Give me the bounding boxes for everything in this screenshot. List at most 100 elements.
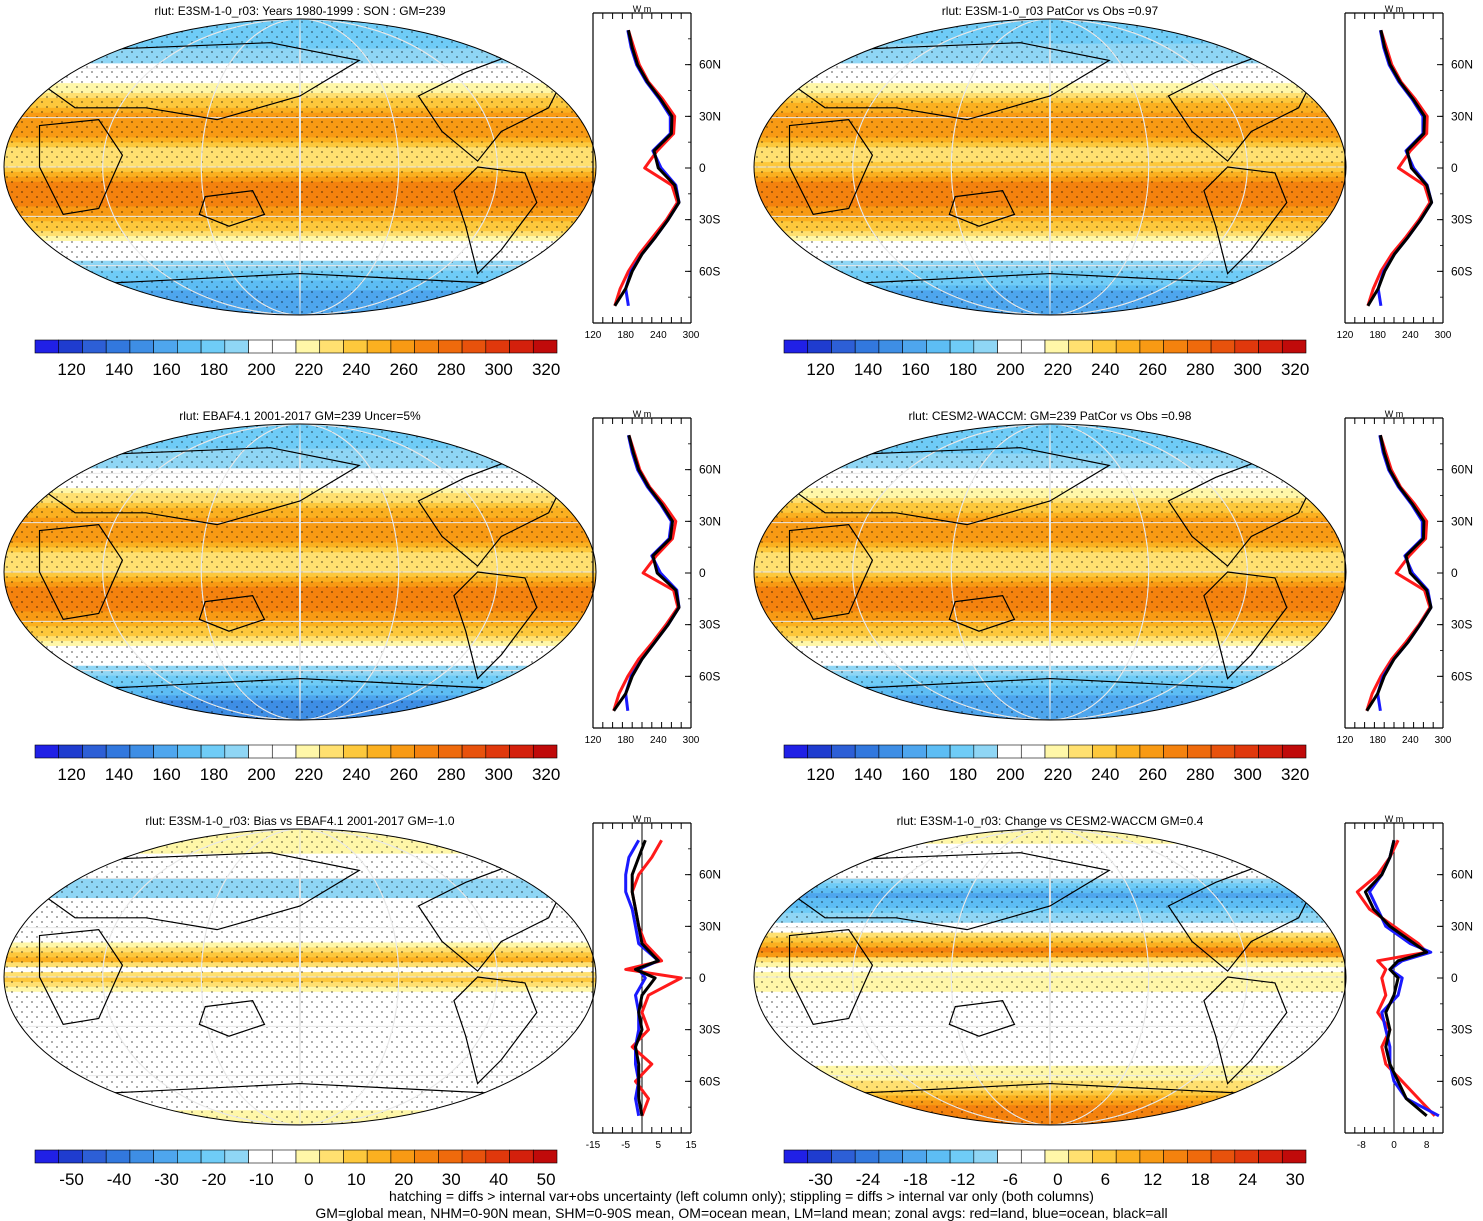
colorbar-swatch xyxy=(248,744,273,759)
colorbar-swatch xyxy=(461,339,487,354)
colorbar-swatch xyxy=(34,744,60,759)
colorbar-swatch xyxy=(271,339,297,354)
colorbar-swatch xyxy=(1020,744,1046,759)
colorbar-swatch xyxy=(461,744,487,759)
zonal-line-ocean xyxy=(1376,434,1433,712)
colorbar-swatch xyxy=(485,1149,510,1164)
colorbar-swatch xyxy=(1068,744,1093,759)
colorbar-swatch xyxy=(807,339,832,354)
zonal-unit-label: W m xyxy=(633,814,652,824)
colorbar-swatch xyxy=(831,339,856,354)
colorbar-tick-label: 220 xyxy=(1044,360,1072,379)
continent-outline xyxy=(32,852,361,931)
colorbar-swatch xyxy=(414,744,439,759)
colorbar-swatch xyxy=(831,1149,856,1164)
colorbar-swatch xyxy=(58,339,83,354)
colorbar-swatch xyxy=(1139,744,1164,759)
zonal-unit-label: W m xyxy=(1385,4,1404,14)
colorbar-swatch xyxy=(1044,339,1070,354)
colorbar-swatch xyxy=(783,339,809,354)
colorbar-tick-label: 160 xyxy=(152,360,180,379)
zonal-lat-tick-label: 60N xyxy=(699,868,721,882)
colorbar-swatch xyxy=(390,339,415,354)
colorbar-swatch xyxy=(177,744,202,759)
colorbar-tick-label: 40 xyxy=(489,1170,508,1189)
continent-outline xyxy=(453,166,538,275)
colorbar-tick-label: 220 xyxy=(295,765,323,784)
colorbar-tick-label: 10 xyxy=(347,1170,366,1189)
colorbar-swatch xyxy=(878,1149,903,1164)
zonal-lat-tick-label: 30S xyxy=(699,213,720,227)
colorbar-swatch xyxy=(1187,1149,1212,1164)
colorbar-swatch xyxy=(509,1149,534,1164)
colorbar-swatch xyxy=(414,339,439,354)
colorbar-tick-label: 320 xyxy=(1281,360,1309,379)
colorbar: 120 140 160 180 200 220 240 260 280 300 320 xyxy=(783,744,1309,784)
colorbar-swatch xyxy=(105,1149,131,1164)
colorbar-swatch xyxy=(438,339,463,354)
colorbar-tick-label: 320 xyxy=(1281,765,1309,784)
zonal-lat-tick-label: 60S xyxy=(699,669,720,683)
map-title: rlut: EBAF4.1 2001-2017 GM=239 Uncer=5% xyxy=(179,409,421,423)
colorbar-tick-label: -6 xyxy=(1003,1170,1018,1189)
colorbar-swatch xyxy=(34,1149,60,1164)
zonal-lat-tick-label: 60S xyxy=(699,264,720,278)
zonal-lat-tick-label: 60N xyxy=(1451,58,1473,72)
zonal-line-all xyxy=(612,434,681,712)
map-panel-3: rlut: EBAF4.1 2001-2017 GM=239 Uncer=5% 1… xyxy=(3,409,597,784)
colorbar-tick-label: 120 xyxy=(57,765,85,784)
colorbar-tick-label: 260 xyxy=(390,765,418,784)
colorbar-tick-label: 220 xyxy=(295,360,323,379)
colorbar-tick-label: 280 xyxy=(1186,765,1214,784)
colorbar-swatch xyxy=(1163,339,1188,354)
zonal-lat-tick-label: 30S xyxy=(699,618,720,632)
zonal-line-ocean xyxy=(624,29,681,307)
colorbar-swatch xyxy=(1139,339,1164,354)
colorbar-swatch xyxy=(1234,339,1259,354)
colorbar-swatch xyxy=(82,744,107,759)
colorbar-swatch xyxy=(295,1149,321,1164)
colorbar-tick-label: 200 xyxy=(247,360,275,379)
colorbar-swatch xyxy=(532,744,558,759)
colorbar-tick-label: -20 xyxy=(202,1170,227,1189)
colorbar-swatch xyxy=(509,339,534,354)
colorbar-tick-label: 320 xyxy=(532,360,560,379)
zonal-lat-tick-label: 0 xyxy=(1451,161,1458,175)
continent-outline xyxy=(1203,976,1288,1085)
zonal-lat-tick-label: 0 xyxy=(699,566,706,580)
continent-outline xyxy=(788,119,874,216)
colorbar-swatch xyxy=(1210,1149,1236,1164)
colorbar-swatch xyxy=(224,744,249,759)
colorbar-swatch xyxy=(997,744,1022,759)
colorbar-swatch xyxy=(902,339,927,354)
colorbar-swatch xyxy=(343,339,368,354)
colorbar-swatch xyxy=(390,744,415,759)
zonal-lat-tick-label: 60N xyxy=(1451,868,1473,882)
colorbar-tick-label: 120 xyxy=(806,360,834,379)
zonal-unit-label: W m xyxy=(633,4,652,14)
colorbar-swatch xyxy=(1234,744,1259,759)
colorbar-tick-label: 140 xyxy=(105,765,133,784)
colorbar-tick-label: 260 xyxy=(1139,765,1167,784)
zonal-line-all xyxy=(1366,29,1434,307)
continent-outline xyxy=(1203,166,1288,275)
colorbar-tick-label: 160 xyxy=(901,765,929,784)
colorbar-swatch xyxy=(366,744,392,759)
zonal-line-ocean xyxy=(1368,839,1440,1118)
zonal-x-tick-label: 0 xyxy=(1391,1140,1397,1151)
zonal-lat-tick-label: 30S xyxy=(1451,618,1472,632)
colorbar-tick-label: 240 xyxy=(1091,360,1119,379)
continent-outline xyxy=(782,447,1111,526)
colorbar-swatch xyxy=(1187,744,1212,759)
colorbar-tick-label: 0 xyxy=(1053,1170,1062,1189)
colorbar: 120 140 160 180 200 220 240 260 280 300 320 xyxy=(34,339,560,379)
continent-outline xyxy=(38,119,124,216)
continent-outline xyxy=(948,1000,1016,1037)
colorbar-swatch xyxy=(248,339,273,354)
colorbar-swatch xyxy=(1258,744,1283,759)
colorbar-swatch xyxy=(878,339,903,354)
colorbar-tick-label: 260 xyxy=(390,360,418,379)
colorbar-swatch xyxy=(509,744,534,759)
colorbar-swatch xyxy=(1210,339,1236,354)
colorbar-swatch xyxy=(1020,1149,1046,1164)
